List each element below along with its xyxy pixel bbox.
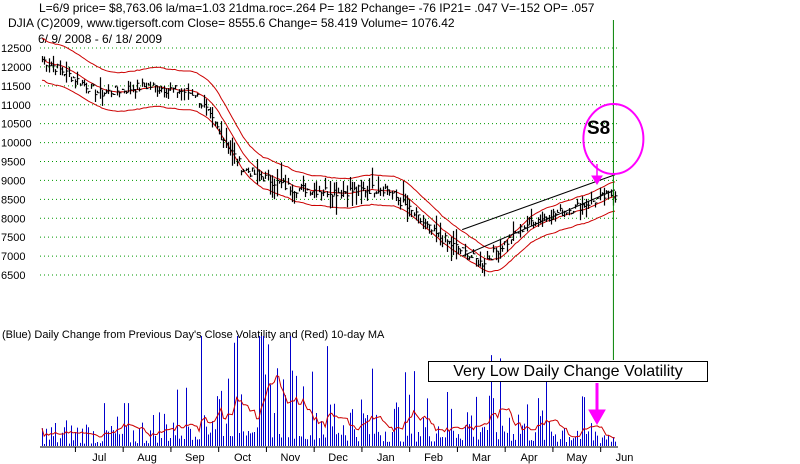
- x-tick-label: Apr: [520, 452, 537, 464]
- header-line-2: DJIA (C)2009, www.tigersoft.com Close= 8…: [8, 16, 455, 30]
- y-tick-label: 10500: [1, 119, 32, 131]
- trend-channel: [462, 174, 616, 257]
- x-tick-label: Mar: [472, 452, 491, 464]
- y-tick-label: 11000: [1, 100, 31, 112]
- header-line-3: 6/ 9/ 2008 - 6/ 18/ 2009: [38, 32, 162, 46]
- x-tick-label: Nov: [281, 452, 301, 464]
- price-y-axis: 6500 7000 7500 8000 8500 9000 9500 10000 10500 11…: [1, 43, 32, 282]
- y-tick-label: 8500: [1, 194, 25, 206]
- y-tick-label: 6500: [1, 270, 25, 282]
- x-tick-label: Oct: [234, 452, 251, 464]
- x-tick-label: Sep: [185, 452, 205, 464]
- y-tick-label: 9500: [1, 157, 25, 169]
- x-tick-label: Dec: [328, 452, 348, 464]
- y-tick-label: 11500: [1, 81, 31, 93]
- volatility-title: (Blue) Daily Change from Previous Day's …: [2, 329, 385, 341]
- volatility-ma-line: [41, 375, 616, 439]
- y-tick-label: 12500: [1, 43, 32, 55]
- volatility-bars: [42, 336, 616, 446]
- trendline-upper: [462, 174, 616, 231]
- y-tick-label: 7000: [1, 251, 25, 263]
- y-tick-label: 12000: [1, 62, 32, 74]
- volatility-annotation: Very Low Daily Change Volatility: [428, 361, 708, 382]
- signal-label: S8: [587, 118, 610, 139]
- x-tick-label: Jan: [377, 452, 395, 464]
- ma-band: [41, 38, 616, 249]
- x-axis-ticks: Jul Aug Sep Oct Nov Dec Jan Feb Mar Apr May Jun: [74, 447, 634, 464]
- x-tick-label: Jul: [92, 452, 106, 464]
- y-tick-label: 10000: [1, 138, 32, 150]
- x-tick-label: May: [566, 452, 587, 464]
- y-tick-label: 8000: [1, 213, 25, 225]
- price-grid: [40, 47, 620, 276]
- x-tick-label: Jun: [616, 452, 634, 464]
- y-tick-label: 7500: [1, 232, 25, 244]
- signal-circle: [582, 103, 645, 175]
- x-tick-label: Feb: [424, 452, 443, 464]
- volatility-arrow: [588, 383, 606, 426]
- signal-arrow: [591, 164, 603, 185]
- price-bars: [41, 55, 618, 277]
- y-tick-label: 9000: [1, 175, 25, 187]
- ma-band: [41, 79, 616, 273]
- header-line-1: L=6/9 price= $8,763.06 la/ma=1.03 21dma.…: [39, 1, 595, 15]
- x-tick-label: Aug: [137, 452, 157, 464]
- trendline-lower: [462, 189, 616, 257]
